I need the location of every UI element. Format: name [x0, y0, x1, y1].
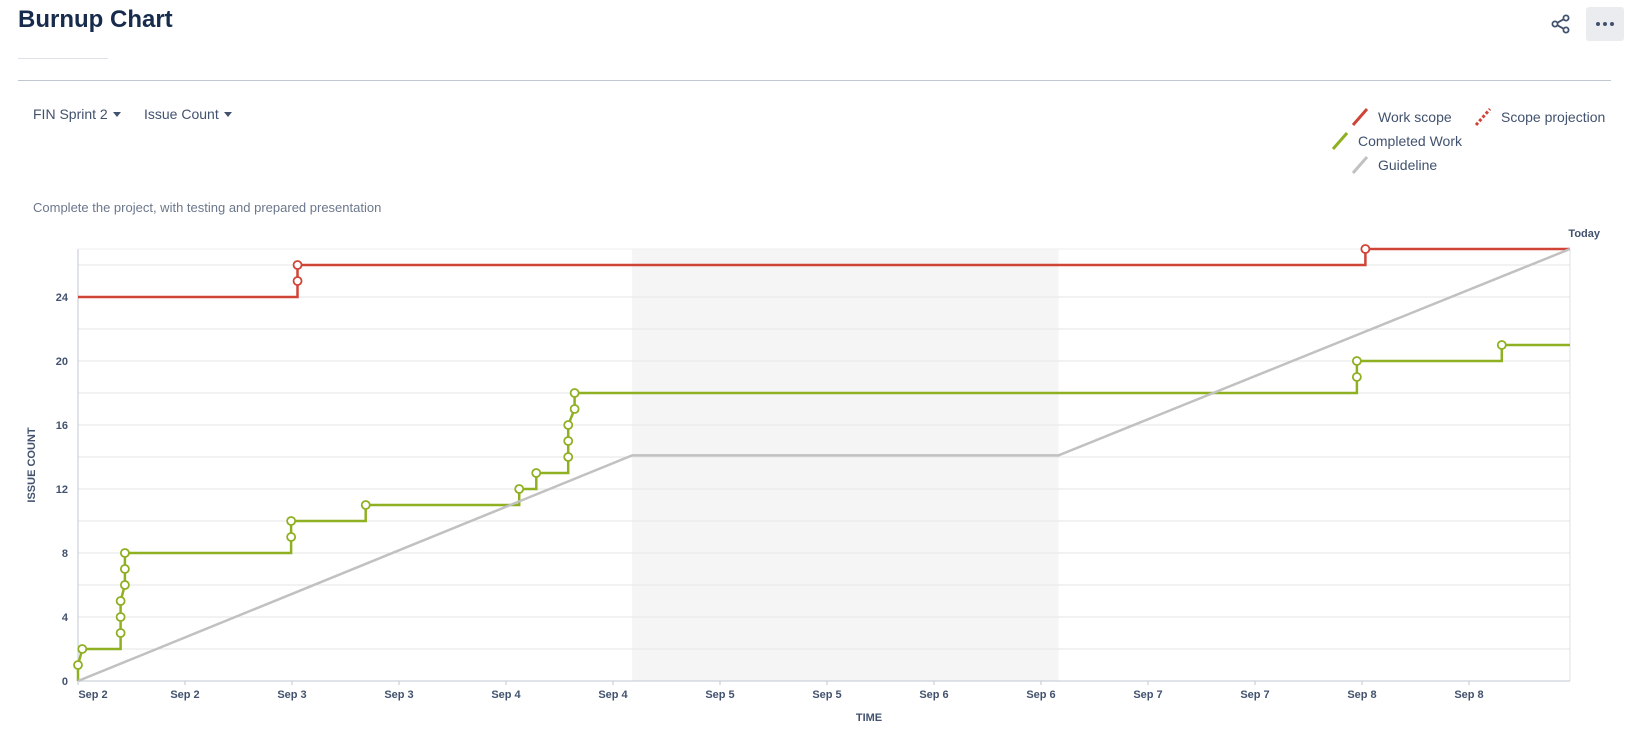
- more-icon: [1595, 22, 1616, 26]
- chevron-down-icon: [223, 111, 232, 117]
- completed-work-point: [531, 468, 542, 478]
- completed-work-point: [119, 564, 130, 574]
- completed-work-point: [119, 548, 130, 558]
- y-tick-label: 0: [62, 676, 68, 688]
- completed-work-point: [1496, 340, 1507, 350]
- legend-scope-projection-label: Scope projection: [1501, 109, 1606, 125]
- x-tick-label: Sep 2: [78, 689, 107, 701]
- completed-work-point: [563, 436, 574, 446]
- y-tick-label: 16: [56, 420, 68, 432]
- completed-work-point: [286, 532, 297, 542]
- completed-work-swatch-icon: [1331, 132, 1349, 150]
- completed-work-point: [73, 660, 83, 670]
- completed-work-point: [514, 484, 525, 494]
- x-tick-label: Sep 8: [1347, 689, 1376, 701]
- completed-work-point: [569, 388, 580, 398]
- x-tick-label: Sep 6: [919, 689, 948, 701]
- estimation-dropdown[interactable]: Issue Count: [144, 106, 232, 122]
- sprint-dropdown[interactable]: FIN Sprint 2: [33, 106, 121, 122]
- completed-work-point: [115, 596, 126, 606]
- y-tick-label: 4: [62, 612, 69, 624]
- today-label: Today: [1568, 228, 1600, 240]
- legend-work-scope-label: Work scope: [1378, 109, 1452, 125]
- y-tick-label: 12: [56, 484, 68, 496]
- title-underline: [18, 58, 108, 59]
- x-tick-label: Sep 4: [598, 689, 628, 701]
- non-working-band: [632, 249, 1059, 681]
- completed-work-point: [286, 516, 297, 526]
- page-title: Burnup Chart: [18, 6, 173, 33]
- x-tick-label: Sep 6: [1026, 689, 1055, 701]
- completed-work-point: [115, 612, 126, 622]
- scope-projection-swatch-icon: [1474, 108, 1492, 126]
- x-tick-label: Sep 5: [705, 689, 734, 701]
- share-button[interactable]: [1545, 8, 1577, 40]
- x-tick-label: Sep 3: [277, 689, 306, 701]
- legend-completed-work[interactable]: Completed Work: [1330, 130, 1462, 152]
- legend-guideline-label: Guideline: [1378, 157, 1438, 173]
- more-actions-button[interactable]: [1586, 7, 1624, 41]
- x-tick-label: Sep 3: [384, 689, 413, 701]
- x-tick-label: Sep 5: [812, 689, 841, 701]
- work-scope-point: [292, 260, 303, 270]
- y-tick-label: 8: [62, 548, 68, 560]
- completed-work-point: [563, 452, 574, 462]
- legend-work-scope[interactable]: Work scope: [1350, 106, 1452, 128]
- guideline-line: [77, 247, 1571, 683]
- sprint-goal: Complete the project, with testing and p…: [33, 200, 382, 215]
- completed-work-point: [360, 500, 371, 510]
- header-divider: [18, 80, 1611, 81]
- x-tick-label: Sep 7: [1240, 689, 1269, 701]
- completed-work-point: [77, 644, 88, 654]
- completed-work-point: [1351, 356, 1362, 366]
- work-scope-swatch-icon: [1351, 108, 1369, 126]
- x-axis-title: TIME: [856, 712, 882, 724]
- legend-completed-work-label: Completed Work: [1358, 133, 1463, 149]
- x-tick-label: Sep 2: [170, 689, 199, 701]
- y-axis-title: ISSUE COUNT: [26, 427, 38, 502]
- y-tick-label: 24: [56, 292, 69, 304]
- chevron-down-icon: [112, 111, 121, 117]
- completed-work-point: [569, 404, 580, 414]
- completed-work-point: [115, 628, 126, 638]
- completed-work-point: [1351, 372, 1362, 382]
- sprint-dropdown-label: FIN Sprint 2: [33, 106, 108, 122]
- x-tick-label: Sep 8: [1454, 689, 1483, 701]
- legend-scope-projection[interactable]: Scope projection: [1473, 106, 1605, 128]
- completed-work-point: [119, 580, 130, 590]
- share-icon: [1551, 14, 1570, 34]
- estimation-dropdown-label: Issue Count: [144, 106, 219, 122]
- y-tick-label: 20: [56, 356, 68, 368]
- work-scope-point: [292, 276, 303, 286]
- x-tick-label: Sep 7: [1133, 689, 1162, 701]
- completed-work-point: [563, 420, 574, 430]
- legend-guideline[interactable]: Guideline: [1350, 154, 1437, 176]
- x-tick-label: Sep 4: [491, 689, 521, 701]
- guideline-swatch-icon: [1351, 156, 1369, 174]
- work-scope-point: [1360, 244, 1371, 254]
